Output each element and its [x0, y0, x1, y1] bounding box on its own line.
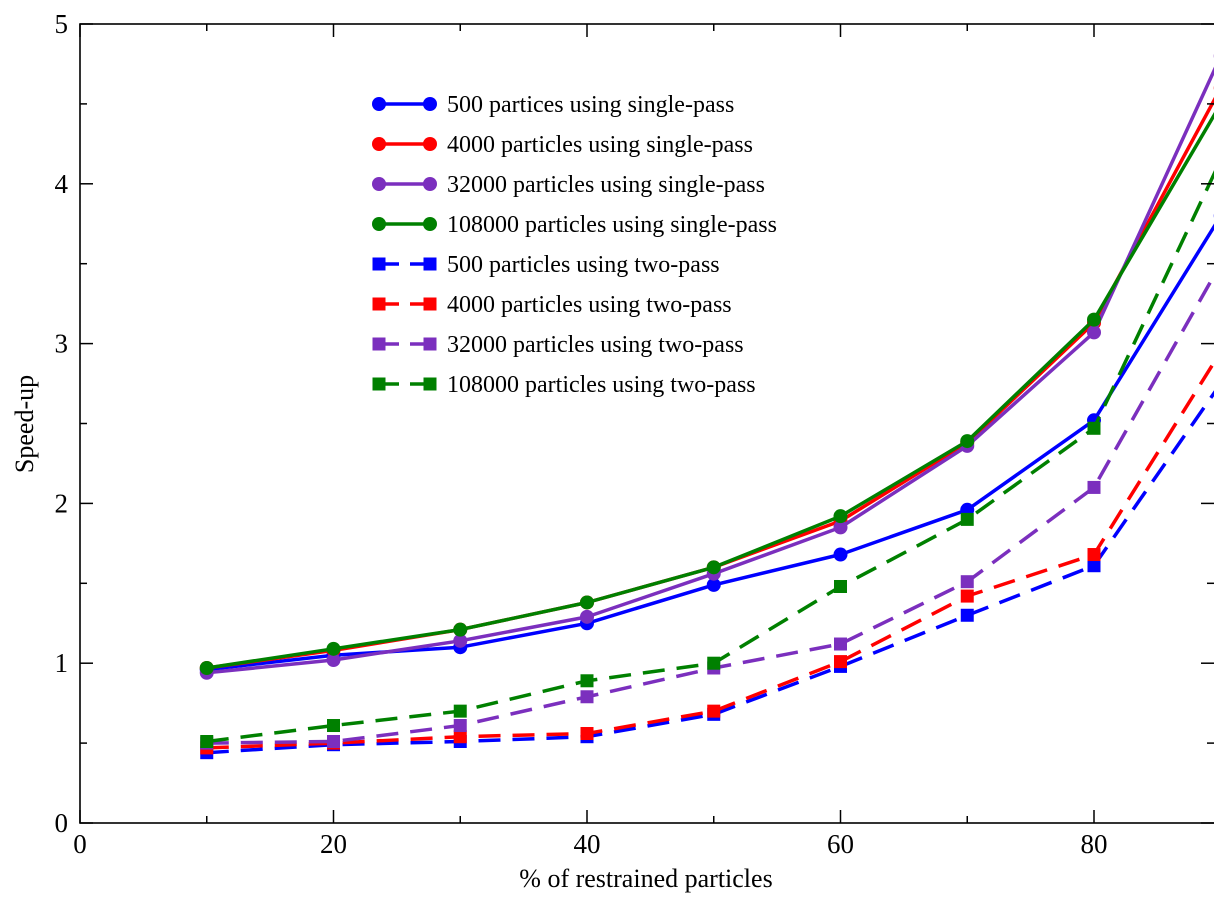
legend-label: 108000 particles using single-pass	[447, 212, 777, 238]
data-point	[453, 622, 468, 637]
series-line-6	[206, 359, 1214, 750]
legend: 500 partices using single-pass 4000 parti…	[372, 92, 777, 398]
y-tick-label: 1	[55, 648, 69, 678]
series-6	[200, 359, 1214, 755]
legend-marker	[372, 177, 386, 191]
legend-marker	[423, 257, 437, 271]
data-point	[1087, 548, 1101, 562]
data-point	[327, 735, 340, 749]
legend-label: 32000 particles using single-pass	[447, 172, 765, 198]
data-point	[326, 641, 341, 656]
data-point	[706, 560, 721, 575]
axes: 0 20 40 60 80 0 1 2 3 4 5 % of restrained particles…	[10, 9, 1214, 893]
data-point	[706, 577, 721, 592]
series-1	[199, 213, 1214, 677]
legend-marker	[372, 97, 386, 111]
legend-label: 108000 particles using two-pass	[447, 372, 756, 398]
data-point	[834, 655, 847, 669]
x-tick-label: 80	[1081, 829, 1108, 859]
data-point	[580, 609, 594, 624]
y-axis-title: Speed-up	[10, 375, 39, 473]
legend-entry-7: 32000 particles using two-pass	[372, 332, 744, 358]
data-point	[580, 727, 594, 741]
legend-label: 500 partices using single-pass	[447, 92, 734, 118]
legend-entry-2: 4000 particles using single-pass	[372, 132, 753, 158]
data-point	[833, 520, 848, 535]
legend-marker	[372, 377, 386, 391]
data-point	[834, 579, 847, 593]
data-point	[833, 509, 848, 524]
data-point	[327, 719, 340, 733]
legend-marker	[372, 257, 386, 271]
data-point	[199, 660, 214, 675]
legend-entry-1: 500 partices using single-pass	[372, 92, 734, 118]
y-tick-label: 2	[55, 488, 69, 518]
x-tick-label: 0	[73, 829, 87, 859]
legend-entry-4: 108000 particles using single-pass	[372, 212, 777, 238]
data-point	[453, 719, 467, 733]
legend-marker	[423, 377, 437, 391]
series-line-1	[206, 223, 1214, 672]
data-point	[960, 434, 975, 449]
legend-marker	[423, 97, 437, 111]
legend-label: 500 particles using two-pass	[447, 252, 720, 278]
data-point	[580, 690, 594, 704]
legend-label: 32000 particles using two-pass	[447, 332, 744, 358]
legend-marker	[423, 337, 437, 351]
data-point	[1087, 312, 1101, 327]
data-point	[453, 633, 468, 648]
y-tick-label: 3	[55, 329, 69, 359]
legend-marker	[423, 177, 437, 191]
legend-label: 4000 particles using two-pass	[447, 292, 732, 318]
data-point	[580, 595, 594, 610]
legend-marker	[372, 297, 386, 311]
series-layer	[199, 54, 1214, 760]
data-point	[833, 547, 848, 562]
data-point	[200, 735, 214, 749]
legend-marker	[423, 297, 437, 311]
legend-label: 4000 particles using single-pass	[447, 132, 753, 158]
data-point	[960, 608, 974, 622]
data-point	[453, 730, 467, 744]
data-point	[960, 512, 974, 526]
data-point	[707, 656, 721, 670]
x-tick-label: 20	[320, 829, 347, 859]
data-point	[960, 589, 974, 603]
legend-entry-6: 4000 particles using two-pass	[372, 292, 732, 318]
data-point	[1087, 421, 1101, 435]
data-point	[1087, 559, 1101, 573]
legend-marker	[372, 217, 386, 231]
series-4	[199, 102, 1214, 675]
data-point	[326, 653, 341, 668]
x-tick-label: 60	[827, 829, 854, 859]
legend-entry-8: 108000 particles using two-pass	[372, 372, 756, 398]
data-point	[1087, 480, 1101, 494]
legend-marker	[372, 137, 386, 151]
legend-marker	[423, 137, 437, 151]
x-tick-label: 40	[574, 829, 601, 859]
y-tick-label: 4	[55, 169, 69, 199]
data-point	[1087, 325, 1101, 340]
data-point	[960, 575, 974, 589]
data-point	[453, 704, 467, 718]
legend-marker	[372, 337, 386, 351]
x-axis-title: % of restrained particles	[519, 864, 772, 893]
y-tick-label: 0	[55, 808, 69, 838]
data-point	[580, 674, 594, 688]
data-point	[707, 704, 721, 718]
y-tick-label: 5	[55, 9, 69, 39]
legend-entry-3: 32000 particles using single-pass	[372, 172, 765, 198]
legend-entry-5: 500 particles using two-pass	[372, 252, 720, 278]
legend-marker	[423, 217, 437, 231]
series-8	[200, 170, 1214, 749]
data-point	[834, 637, 847, 651]
